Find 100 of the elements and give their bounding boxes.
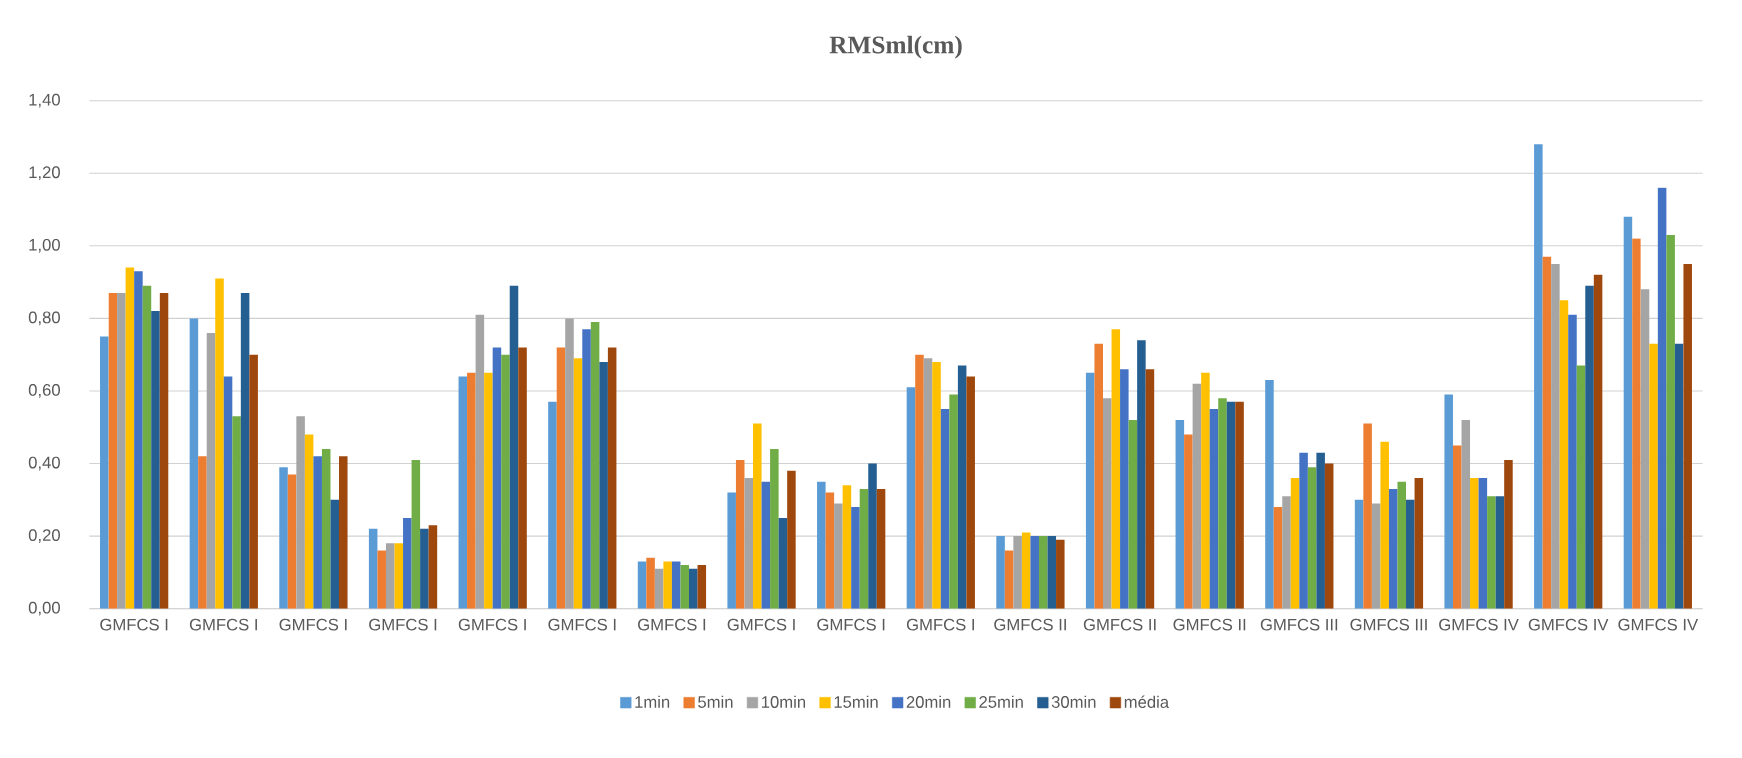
bar [1534, 144, 1543, 609]
bar [996, 536, 1005, 609]
bar [1674, 343, 1684, 609]
bar [304, 434, 314, 609]
bar [654, 568, 664, 609]
bar [1175, 419, 1185, 609]
bar [1265, 380, 1274, 609]
legend-label: 25min [979, 695, 1023, 708]
legend-label: média [1124, 695, 1170, 708]
legend-label: 15min [834, 695, 878, 708]
bar [1137, 340, 1146, 609]
x-tick-label: GMFCS II [994, 618, 1066, 631]
bar [394, 543, 404, 609]
y-tick-label: 1,00 [29, 238, 60, 253]
bar [825, 492, 835, 609]
bar [548, 401, 557, 609]
bar [279, 467, 288, 609]
bar [663, 561, 672, 609]
x-tick-label: GMFCS II [1083, 618, 1156, 631]
x-tick-label: GMFCS I [727, 618, 795, 631]
bar [1192, 383, 1202, 609]
bar [420, 528, 429, 609]
bar [1218, 398, 1227, 609]
bar [492, 347, 502, 609]
bar [1444, 394, 1453, 609]
bar [876, 488, 886, 609]
bar [787, 470, 796, 609]
x-tick-label: GMFCS I [817, 618, 885, 631]
bar [565, 318, 574, 609]
bar [851, 507, 860, 609]
bar [949, 394, 958, 609]
bar [1406, 499, 1415, 609]
bar [1128, 419, 1138, 609]
bar [1551, 263, 1560, 609]
bar [287, 474, 297, 609]
bar [117, 292, 126, 609]
bar [590, 322, 600, 609]
bar [915, 354, 924, 609]
bar [1495, 496, 1505, 609]
bar [1307, 467, 1317, 609]
bar [1397, 481, 1407, 609]
bar [744, 478, 754, 609]
y-tick-label: 0,40 [28, 456, 60, 471]
bar [940, 409, 950, 609]
bar [932, 361, 941, 609]
y-tick-label: 0,20 [28, 529, 60, 543]
bar [1649, 343, 1658, 609]
bar [206, 332, 216, 609]
bar [125, 267, 135, 609]
bar [1371, 503, 1381, 609]
bar [1030, 536, 1039, 609]
x-tick-label: GMFCS I [548, 618, 616, 631]
bar [189, 318, 199, 609]
x-tick-label: GMFCS I [189, 618, 257, 631]
bar [842, 485, 852, 609]
x-tick-label: GMFCS IV [1618, 618, 1699, 631]
bar [232, 416, 241, 609]
bar [573, 358, 583, 609]
bar [1632, 238, 1641, 609]
bar [1504, 459, 1513, 609]
legend-label: 1min [635, 695, 670, 708]
bar [240, 292, 250, 609]
bar [411, 459, 421, 609]
bar [1282, 496, 1291, 609]
bar [637, 561, 647, 609]
bar [108, 292, 118, 609]
bar [646, 557, 655, 609]
bar [1452, 445, 1462, 609]
bar [1145, 369, 1155, 609]
bar [1120, 369, 1129, 609]
bar [1290, 478, 1300, 609]
bar [142, 285, 152, 609]
bar [735, 459, 745, 609]
x-tick-label: GMFCS IV [1439, 618, 1519, 631]
bar [458, 376, 468, 609]
bar [1380, 441, 1389, 609]
bar [1004, 550, 1014, 609]
bar [923, 358, 933, 609]
bar [859, 488, 869, 609]
y-tick-label: 0,80 [28, 311, 60, 326]
x-tick-label: GMFCS I [906, 618, 974, 631]
bar [778, 517, 788, 609]
chart-title: RMSml(cm) [829, 35, 962, 59]
bar [377, 550, 386, 609]
legend-label: 20min [906, 695, 951, 708]
bar [966, 376, 975, 609]
legend-label: 5min [698, 695, 733, 708]
bar [1414, 478, 1424, 609]
bar [1209, 409, 1219, 609]
bar [582, 329, 591, 609]
bar [1487, 496, 1496, 609]
bar [753, 423, 762, 609]
bar [159, 292, 169, 609]
legend-label: 10min [762, 695, 806, 708]
bar [688, 568, 698, 609]
y-tick-label: 0,60 [28, 384, 60, 398]
bar [518, 347, 527, 609]
bar [680, 565, 689, 609]
bar [509, 285, 519, 609]
bar [1038, 536, 1048, 609]
